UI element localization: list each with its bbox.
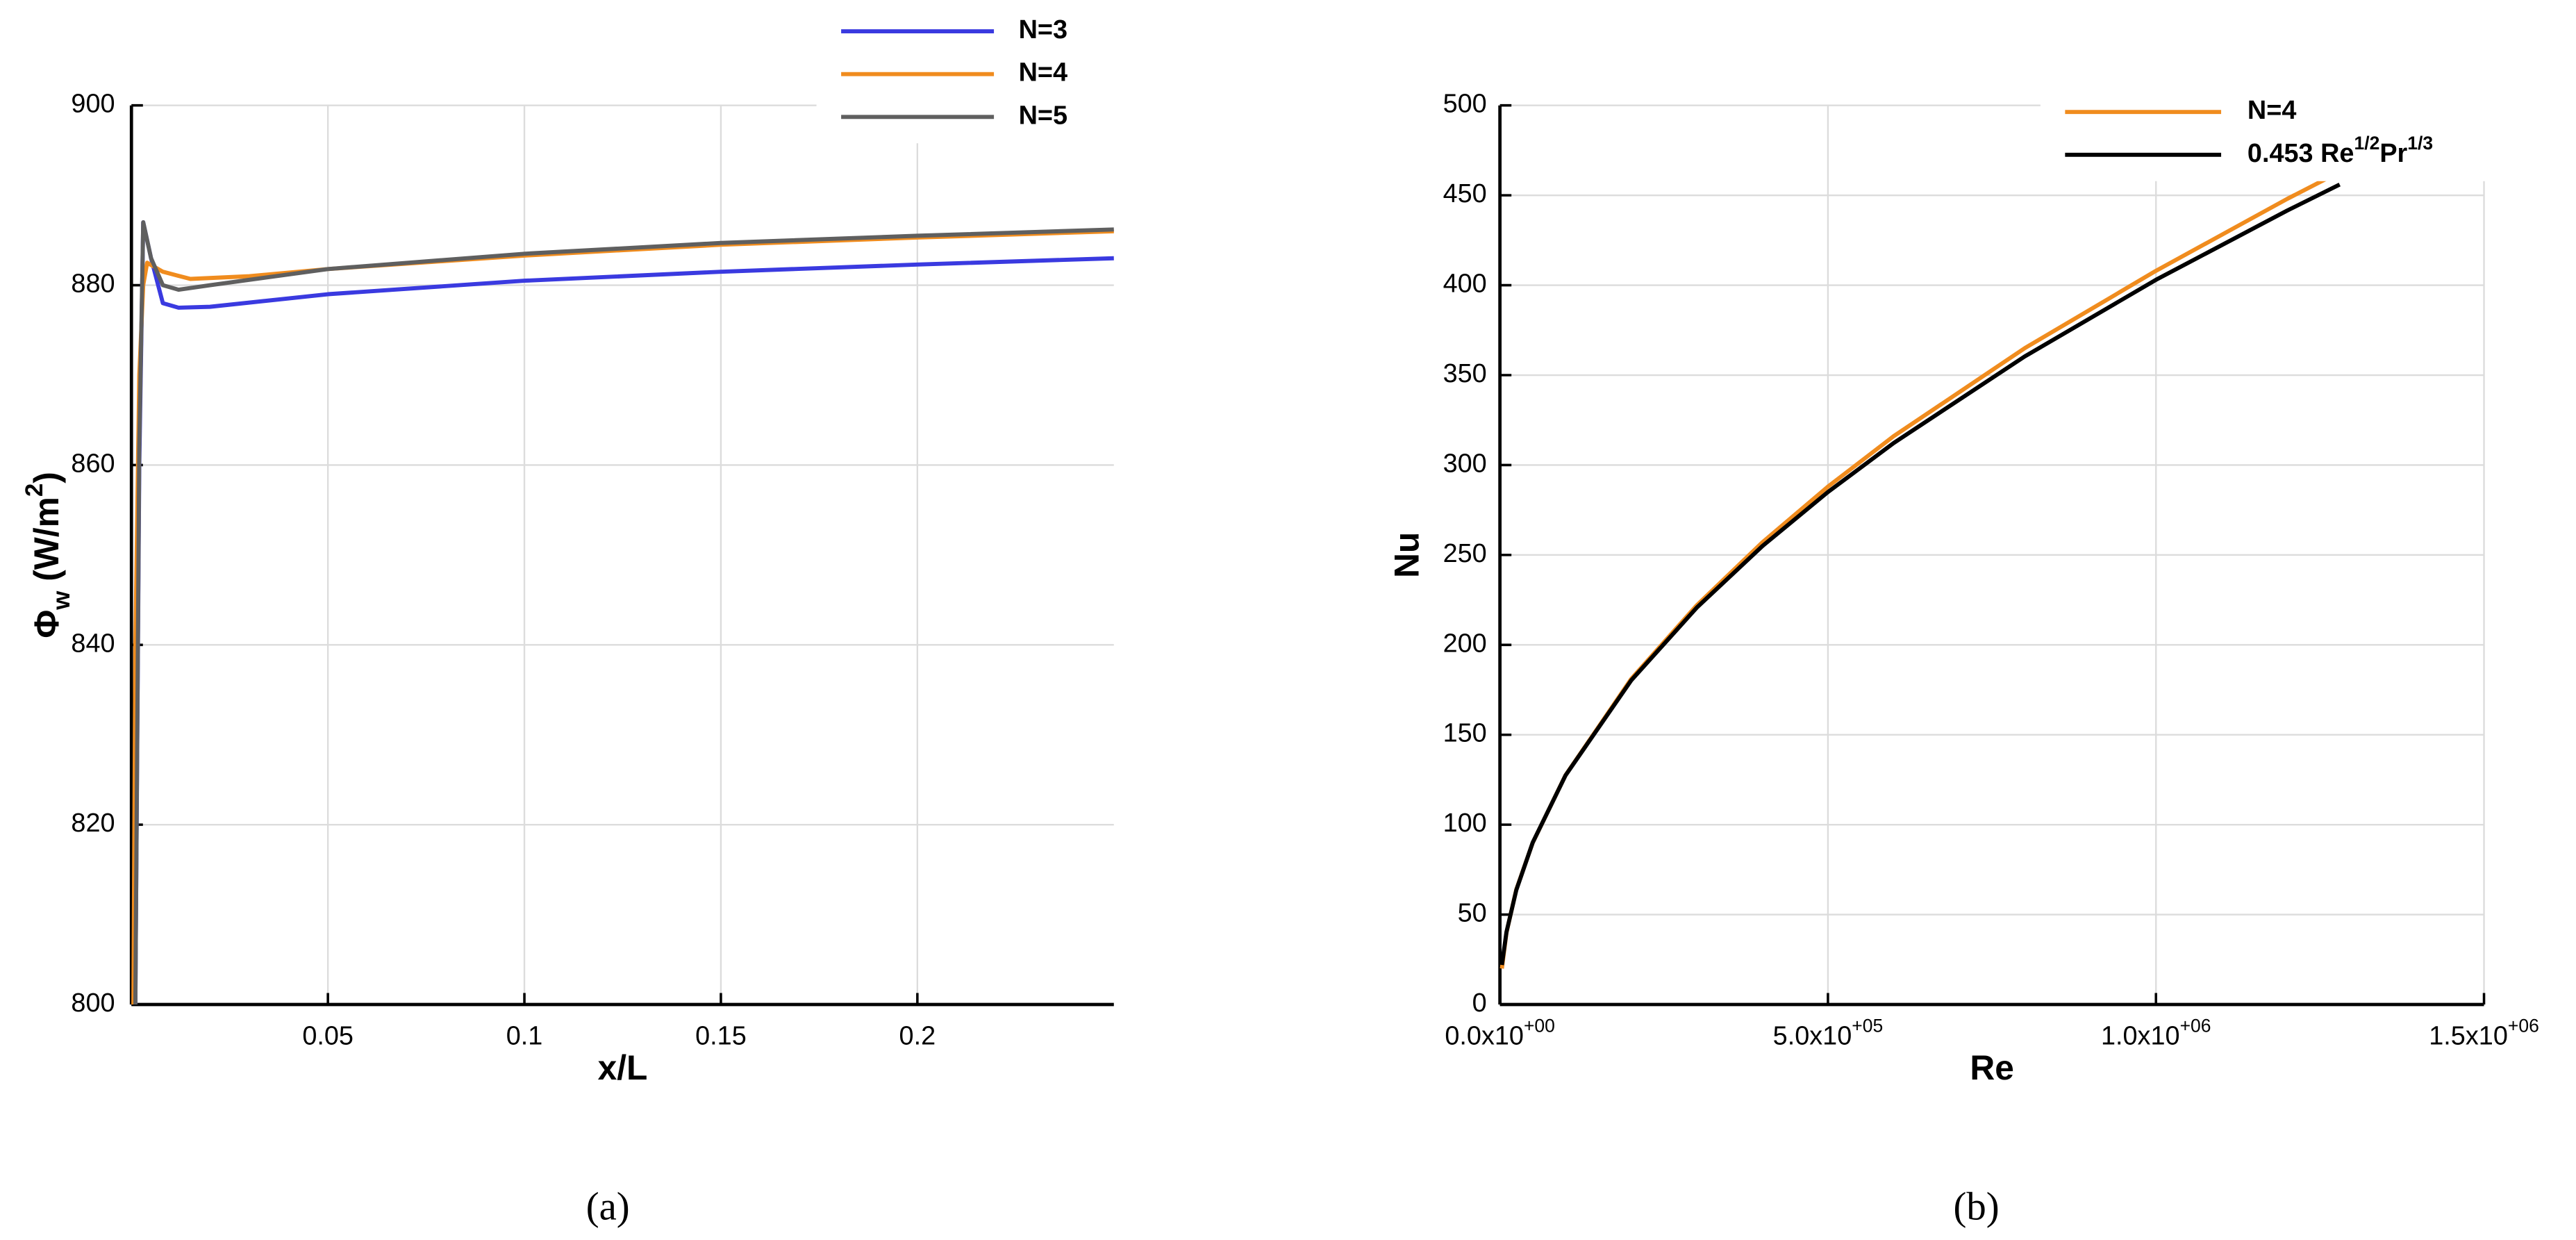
x-tick-label: 0.0x10+00 xyxy=(1445,1015,1555,1050)
x-tick-label: 0.1 xyxy=(506,1021,543,1050)
y-tick-label: 0 xyxy=(1472,989,1487,1018)
legend-label: N=4 xyxy=(2247,96,2296,125)
x-tick-label: 0.15 xyxy=(695,1021,747,1050)
y-tick-label: 100 xyxy=(1443,809,1487,838)
x-tick-label: 0.2 xyxy=(899,1021,936,1050)
y-tick-label: 250 xyxy=(1443,539,1487,568)
x-axis-title: Re xyxy=(1970,1048,2013,1087)
series-line xyxy=(133,220,1114,1005)
x-tick-label: 1.0x10+06 xyxy=(2101,1015,2211,1050)
legend-label: N=3 xyxy=(1019,15,1067,44)
y-tick-label: 820 xyxy=(71,809,115,838)
y-tick-label: 840 xyxy=(71,629,115,658)
y-axis-title: Nu xyxy=(1388,532,1427,578)
series-line xyxy=(131,229,1114,1005)
legend-box xyxy=(2040,89,2488,181)
y-tick-label: 880 xyxy=(71,270,115,299)
caption: (a) xyxy=(586,1184,630,1228)
legend-label: N=5 xyxy=(1019,101,1067,130)
x-axis-title: x/L xyxy=(598,1048,648,1087)
series-line xyxy=(1499,182,2341,966)
y-tick-label: 450 xyxy=(1443,179,1487,208)
y-tick-label: 500 xyxy=(1443,90,1487,119)
caption: (b) xyxy=(1954,1184,2000,1228)
legend-label: N=4 xyxy=(1019,58,1067,88)
y-tick-label: 860 xyxy=(71,449,115,478)
y-tick-label: 150 xyxy=(1443,719,1487,748)
x-tick-label: 0.05 xyxy=(302,1021,354,1050)
y-axis-title: Φw (W/m2) xyxy=(21,472,75,638)
y-tick-label: 800 xyxy=(71,989,115,1018)
series-line xyxy=(133,220,1114,1005)
series-line xyxy=(1499,170,2341,969)
y-tick-label: 900 xyxy=(71,90,115,119)
y-tick-label: 300 xyxy=(1443,449,1487,478)
y-tick-label: 200 xyxy=(1443,629,1487,658)
x-tick-label: 1.5x10+06 xyxy=(2429,1015,2539,1050)
y-tick-label: 350 xyxy=(1443,359,1487,388)
plot-frame xyxy=(131,106,1114,1005)
legend-label: 0.453 Re1/2Pr1/3 xyxy=(2247,133,2433,168)
y-tick-label: 50 xyxy=(1458,899,1487,928)
y-tick-label: 400 xyxy=(1443,270,1487,299)
x-tick-label: 5.0x10+05 xyxy=(1773,1015,1884,1050)
